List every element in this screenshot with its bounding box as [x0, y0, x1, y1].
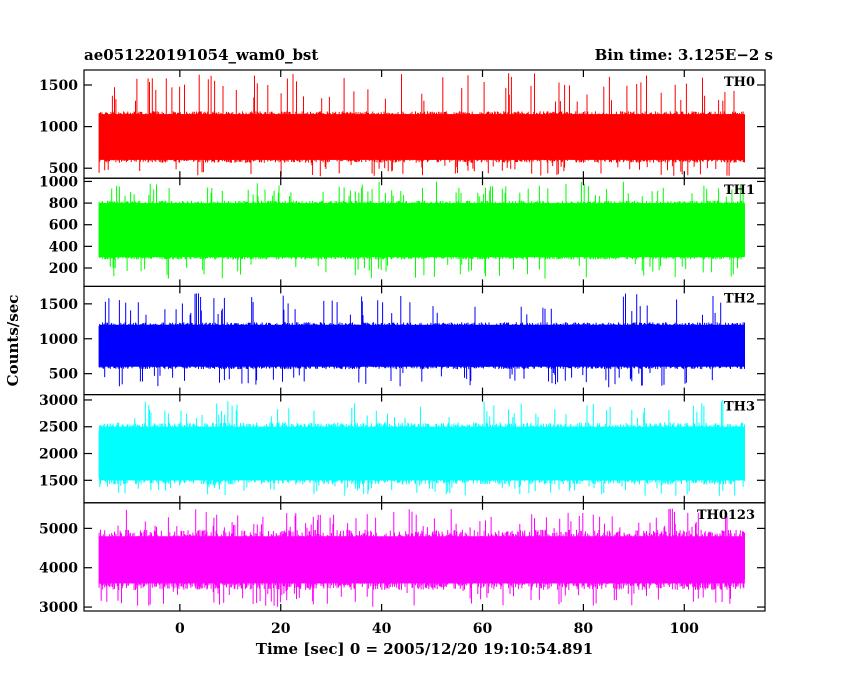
panel-label-th0: TH0 [724, 75, 755, 90]
y-tick-label: 600 [49, 218, 78, 234]
x-tick-label: 60 [473, 621, 493, 637]
series-band-th0 [99, 114, 745, 160]
x-tick-label: 20 [271, 621, 291, 637]
y-tick-label: 500 [49, 161, 78, 177]
y-tick-label: 1000 [39, 332, 78, 348]
y-tick-label: 1500 [39, 297, 78, 313]
y-tick-label: 400 [49, 239, 78, 255]
series-band-th0123 [99, 536, 745, 584]
x-tick-label: 0 [175, 621, 185, 637]
y-tick-label: 1500 [39, 78, 78, 94]
series-band-th3 [99, 426, 745, 481]
panel-th2: 500 1000 1500 TH2 [39, 285, 766, 396]
panel-th0123: 3000 4000 5000 TH0123 [39, 502, 766, 616]
panel-label-th2: TH2 [724, 291, 755, 306]
y-tick-label: 2000 [39, 447, 78, 463]
y-tick-label: 4000 [39, 561, 78, 577]
y-tick-label: 200 [49, 261, 78, 277]
series-band-th2 [99, 324, 745, 367]
panel-label-th0123: TH0123 [697, 508, 755, 523]
y-tick-label: 500 [49, 367, 78, 383]
y-tick-label: 3000 [39, 600, 78, 616]
y-tick-label: 5000 [39, 521, 78, 537]
x-tick-label: 40 [372, 621, 392, 637]
y-tick-label: 800 [49, 196, 78, 212]
panel-th0: 500 1000 1500 TH0 [39, 69, 766, 179]
y-tick-label: 2500 [39, 420, 78, 436]
panel-th3: 1500 2000 2500 3000 TH3 [39, 393, 766, 504]
bin-time-label: Bin time: 3.125E−2 s [595, 46, 773, 64]
panel-th1: 200 400 600 800 1000 TH1 [39, 174, 766, 287]
y-tick-label: 1000 [39, 174, 78, 190]
series-band-th1 [99, 203, 745, 258]
x-tick-label: 80 [574, 621, 594, 637]
x-axis-label: Time [sec] 0 = 2005/12/20 19:10:54.891 [256, 640, 593, 658]
panel-label-th3: TH3 [724, 400, 755, 415]
panel-label-th1: TH1 [724, 183, 755, 198]
x-tick-label: 100 [670, 621, 699, 637]
y-tick-label: 1000 [39, 120, 78, 136]
y-tick-label: 3000 [39, 393, 78, 409]
y-tick-label: 1500 [39, 473, 78, 489]
chart-title: ae051220191054_wam0_bst [84, 46, 318, 64]
panel-frame [83, 502, 766, 612]
y-axis-label: Counts/sec [4, 295, 22, 387]
